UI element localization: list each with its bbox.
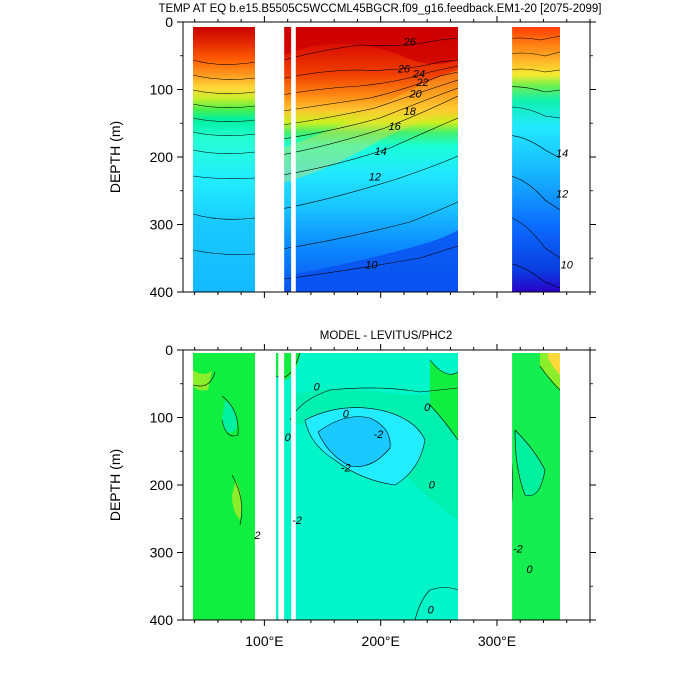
bottom-contour-label-5: -2 [341,463,351,475]
top-panel: TEMP AT EQ b.e15.B5505C5WCCML45BGCR.f09_… [107,3,602,300]
top-contour-lines [192,35,561,289]
bottom-fill-west [193,353,255,620]
bottom-contour-label-1: 0 [343,409,350,421]
top-land-gaps [262,22,513,292]
bottom-contour-field [183,350,590,620]
bottom-panel: MODEL - LEVITUS/PHC2 [107,330,596,649]
top-contour-label-10: 14 [556,148,568,160]
bottom-contour-label-11: 0 [428,604,435,616]
bottom-y-tick-label-1: 100 [150,410,174,426]
top-land-gap-2 [291,22,296,292]
bottom-land-gap-2 [291,350,296,620]
top-contour-label-8: 12 [369,172,381,184]
bottom-y-tick-label-2: 200 [150,477,174,493]
top-contour-label-2: 24 [412,68,425,80]
bottom-contour-label-9: -2 [513,544,523,556]
bottom-land-gap-1 [278,350,285,620]
bottom-y-tick-label-4: 400 [150,612,174,628]
bottom-y-tick-label-3: 300 [150,545,174,561]
bottom-land-gap-3 [471,350,513,620]
bottom-y-tick-label-0: 0 [165,342,173,358]
bottom-x-tick-label-0: 100°E [245,633,283,649]
top-contour-label-1: 26 [397,64,411,76]
top-contour-field [183,22,590,292]
bottom-chart-title: MODEL - LEVITUS/PHC2 [320,330,453,342]
bottom-contour-label-4: 0 [424,402,431,414]
bottom-contour-label-10: 0 [526,564,533,576]
bottom-contour-label-2: -2 [373,429,383,441]
top-y-tick-label-0: 0 [165,14,173,30]
bottom-x-tick-label-1: 200°E [362,633,400,649]
bottom-land-gaps [262,350,513,620]
top-y-tick-label-3: 300 [150,217,174,233]
top-y-tick-label-2: 200 [150,149,174,165]
bottom-land-gap-0 [262,350,273,620]
top-x-axis [194,16,591,298]
top-land-gap-0 [262,22,273,292]
top-y-tick-label-1: 100 [150,82,174,98]
bottom-x-axis: 100°E 200°E 300°E [194,344,591,649]
top-contour-label-0: 26 [403,37,417,49]
top-contour-label-5: 18 [404,106,417,118]
top-y-axis-label: DEPTH (m) [107,121,123,193]
bottom-x-tick-label-2: 300°E [478,633,516,649]
bottom-contour-label-6: 0 [429,479,436,491]
top-contour-label-3: 22 [415,77,428,89]
top-land-gap-3 [471,22,513,292]
bottom-contour-label-8: -2 [292,515,302,527]
bottom-contour-label-7: 2 [253,530,260,542]
top-chart-title: TEMP AT EQ b.e15.B5505C5WCCML45BGCR.f09_… [159,3,602,15]
bottom-contour-label-0: 0 [314,382,321,394]
bottom-y-axis-label: DEPTH (m) [107,449,123,521]
top-contour-label-6: 16 [389,121,402,133]
top-contour-label-7: 14 [375,146,387,158]
bottom-contour-labels: 00-200-202-2-200 [253,382,533,617]
top-contour-label-12: 10 [561,259,574,271]
top-contour-label-9: 10 [365,259,378,271]
bottom-contour-label-3: 0 [285,432,292,444]
top-contour-label-11: 12 [556,189,568,201]
top-y-tick-label-4: 400 [150,284,174,300]
top-y-axis: 0 100 200 300 400 [150,14,596,300]
top-contour-label-4: 20 [408,89,422,101]
top-land-gap-1 [276,22,285,292]
